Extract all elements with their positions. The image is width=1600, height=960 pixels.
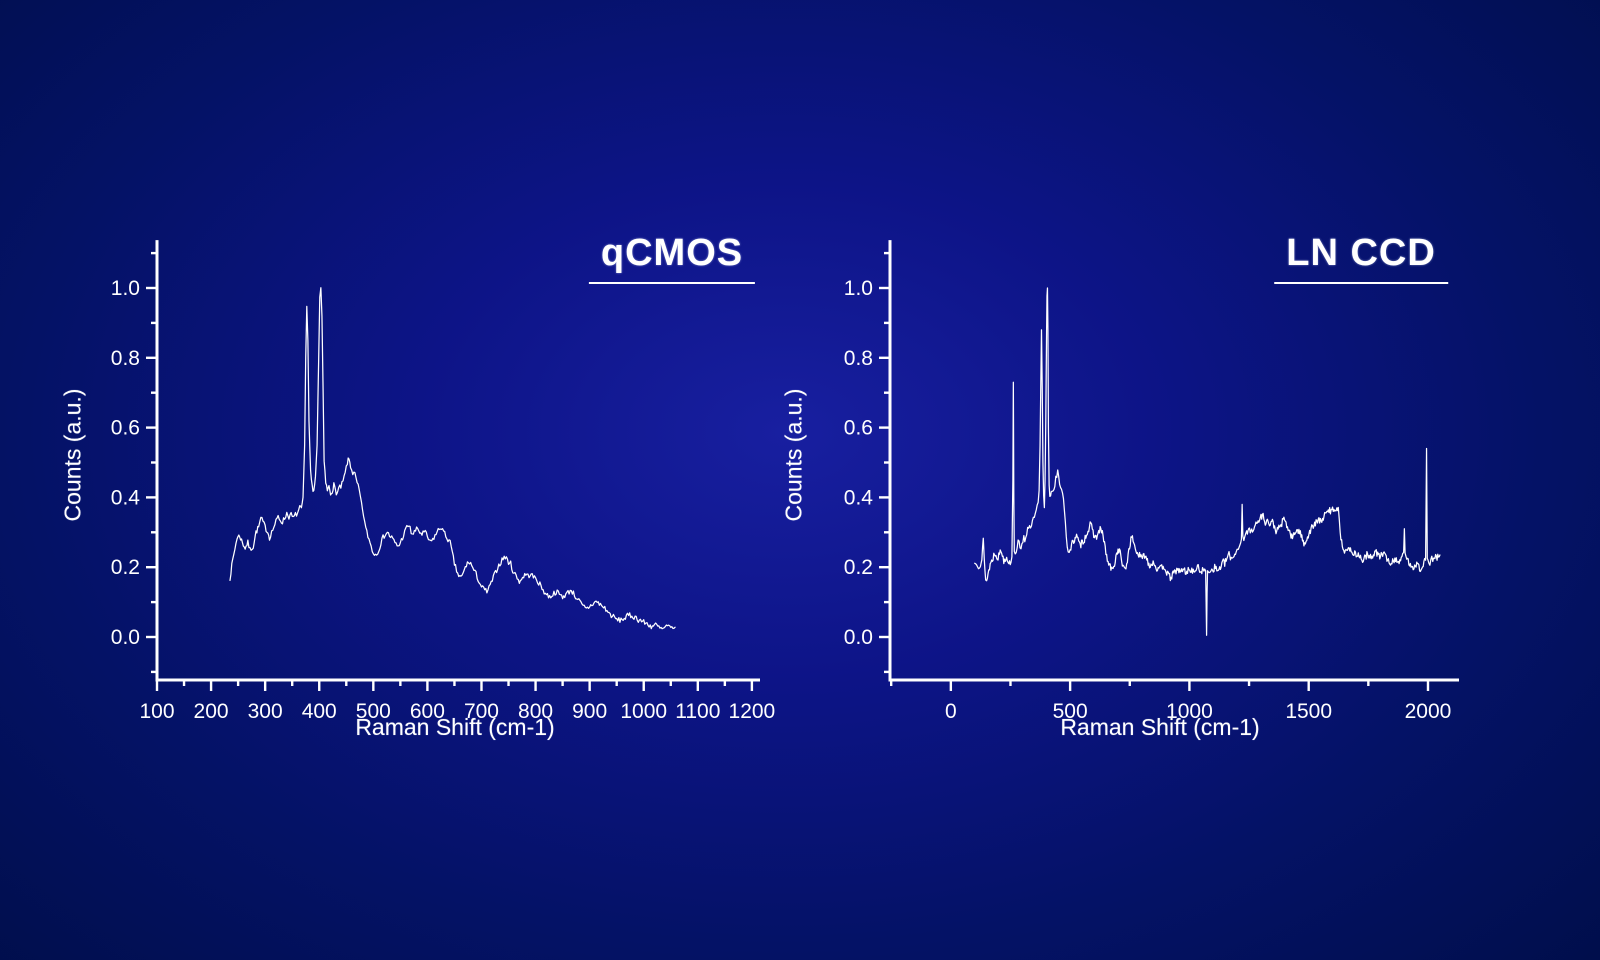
x-tick-label: 1000 [1166,700,1213,723]
qcmos-title: qCMOS [588,232,756,284]
x-tick-label: 1000 [620,700,667,723]
y-tick-label: 0.8 [844,347,873,370]
qcmos-spectrum-line [229,287,676,630]
qcmos-spectrum-chart: 100 200 300 400 500 600 700 800 900 1000 1100 1200 0… [111,240,776,723]
ln-ccd-y-axis-label: Counts (a.u.) [780,388,807,522]
x-tick-label: 400 [302,700,337,723]
qcmos-x-axis-label: Raman Shift (cm-1) [355,714,555,740]
ln-ccd-spectrum-line [974,287,1441,636]
x-tick-label: 300 [248,700,283,723]
y-tick-label: 0.6 [844,417,873,440]
x-tick-label: 2000 [1405,700,1452,723]
ln-ccd-x-axis-label: Raman Shift (cm-1) [1060,714,1260,740]
x-tick-label: 500 [1053,700,1088,723]
y-tick-label: 0.0 [844,626,873,649]
y-tick-label: 0.8 [111,347,140,370]
ln-ccd-plot-panel: 0 500 1000 1500 2000 0.0 0.2 0.4 0.6 0.8 1.0 [795,228,1540,758]
y-tick-label: 0.4 [844,486,874,509]
qcmos-plot-panel: 100 200 300 400 500 600 700 800 900 1000 1100 1200 0… [55,228,785,758]
x-tick-label: 0 [945,700,957,723]
x-tick-label: 1100 [675,700,720,723]
y-tick-label: 1.0 [844,277,873,300]
y-tick-label: 0.2 [111,556,140,579]
qcmos-y-axis-label: Counts (a.u.) [59,388,86,522]
x-tick-label: 700 [464,700,499,723]
y-tick-label: 0.2 [844,556,873,579]
x-tick-label: 600 [410,700,445,723]
x-tick-label: 900 [572,700,607,723]
ln-ccd-title: LN CCD [1274,232,1448,284]
y-tick-label: 0.4 [111,486,141,509]
ln-ccd-spectrum-chart: 0 500 1000 1500 2000 0.0 0.2 0.4 0.6 0.8 1.0 [844,240,1459,723]
x-tick-label: 500 [356,700,391,723]
y-tick-label: 0.6 [111,417,140,440]
x-tick-label: 1500 [1285,700,1332,723]
y-tick-label: 0.0 [111,626,140,649]
x-tick-label: 100 [139,700,174,723]
y-tick-label: 1.0 [111,277,140,300]
x-tick-label: 200 [194,700,229,723]
x-tick-label: 800 [518,700,553,723]
x-tick-label: 1200 [729,700,776,723]
